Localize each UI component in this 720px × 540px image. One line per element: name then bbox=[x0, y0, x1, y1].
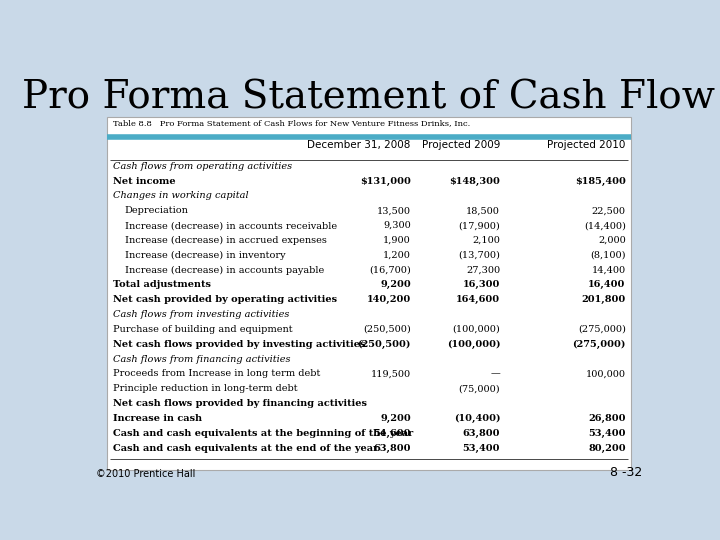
Text: 13,500: 13,500 bbox=[377, 206, 411, 215]
Text: (16,700): (16,700) bbox=[369, 266, 411, 274]
Text: Changes in working capital: Changes in working capital bbox=[114, 191, 249, 200]
Text: 16,400: 16,400 bbox=[588, 280, 626, 289]
Text: Increase (decrease) in accounts receivable: Increase (decrease) in accounts receivab… bbox=[125, 221, 337, 230]
Text: Net cash provided by operating activities: Net cash provided by operating activitie… bbox=[114, 295, 338, 304]
Text: Principle reduction in long-term debt: Principle reduction in long-term debt bbox=[114, 384, 298, 393]
Text: 164,600: 164,600 bbox=[456, 295, 500, 305]
Text: (250,500): (250,500) bbox=[357, 340, 411, 349]
Text: Increase in cash: Increase in cash bbox=[114, 414, 202, 423]
Text: 63,800: 63,800 bbox=[463, 429, 500, 438]
Text: 1,200: 1,200 bbox=[383, 251, 411, 260]
Text: (17,900): (17,900) bbox=[459, 221, 500, 230]
Text: $131,000: $131,000 bbox=[360, 177, 411, 186]
Text: Cash and cash equivalents at the end of the year: Cash and cash equivalents at the end of … bbox=[114, 444, 379, 453]
Text: Purchase of building and equipment: Purchase of building and equipment bbox=[114, 325, 293, 334]
Text: Increase (decrease) in accrued expenses: Increase (decrease) in accrued expenses bbox=[125, 236, 326, 245]
Text: 201,800: 201,800 bbox=[582, 295, 626, 305]
Text: (275,000): (275,000) bbox=[578, 325, 626, 334]
Text: (8,100): (8,100) bbox=[590, 251, 626, 260]
Text: Cash flows from operating activities: Cash flows from operating activities bbox=[114, 161, 292, 171]
Text: Cash and cash equivalents at the beginning of the year: Cash and cash equivalents at the beginni… bbox=[114, 429, 414, 438]
Text: 100,000: 100,000 bbox=[585, 369, 626, 379]
Text: 80,200: 80,200 bbox=[588, 444, 626, 453]
Text: (100,000): (100,000) bbox=[446, 340, 500, 349]
Text: 2,000: 2,000 bbox=[598, 236, 626, 245]
Text: 2,100: 2,100 bbox=[472, 236, 500, 245]
Text: Net income: Net income bbox=[114, 177, 176, 186]
Text: Total adjustments: Total adjustments bbox=[114, 280, 212, 289]
Text: Increase (decrease) in inventory: Increase (decrease) in inventory bbox=[125, 251, 285, 260]
Text: 63,800: 63,800 bbox=[374, 444, 411, 453]
Text: Projected 2010: Projected 2010 bbox=[547, 140, 626, 150]
Text: —: — bbox=[490, 369, 500, 379]
Text: 18,500: 18,500 bbox=[467, 206, 500, 215]
Text: Table 8.8   Pro Forma Statement of Cash Flows for New Venture Fitness Drinks, In: Table 8.8 Pro Forma Statement of Cash Fl… bbox=[114, 119, 471, 127]
FancyBboxPatch shape bbox=[107, 117, 631, 470]
Text: Cash flows from financing activities: Cash flows from financing activities bbox=[114, 355, 291, 363]
Text: 27,300: 27,300 bbox=[466, 266, 500, 274]
Text: (13,700): (13,700) bbox=[458, 251, 500, 260]
Text: 14,400: 14,400 bbox=[592, 266, 626, 274]
Text: Net cash flows provided by financing activities: Net cash flows provided by financing act… bbox=[114, 399, 367, 408]
Text: Cash flows from investing activities: Cash flows from investing activities bbox=[114, 310, 290, 319]
Text: Increase (decrease) in accounts payable: Increase (decrease) in accounts payable bbox=[125, 266, 324, 275]
Text: ©2010 Prentice Hall: ©2010 Prentice Hall bbox=[96, 469, 195, 478]
Text: $148,300: $148,300 bbox=[449, 177, 500, 186]
Text: 9,300: 9,300 bbox=[383, 221, 411, 230]
Text: Projected 2009: Projected 2009 bbox=[422, 140, 500, 150]
Text: Pro Forma Statement of Cash Flow: Pro Forma Statement of Cash Flow bbox=[22, 79, 716, 116]
Text: Depreciation: Depreciation bbox=[125, 206, 189, 215]
Text: 54,600: 54,600 bbox=[374, 429, 411, 438]
Text: (75,000): (75,000) bbox=[459, 384, 500, 393]
Text: 9,200: 9,200 bbox=[380, 414, 411, 423]
Text: (100,000): (100,000) bbox=[452, 325, 500, 334]
Text: Proceeds from Increase in long term debt: Proceeds from Increase in long term debt bbox=[114, 369, 321, 379]
Text: 16,300: 16,300 bbox=[463, 280, 500, 289]
Text: $185,400: $185,400 bbox=[575, 177, 626, 186]
Text: Net cash flows provided by investing activities: Net cash flows provided by investing act… bbox=[114, 340, 366, 349]
Text: 1,900: 1,900 bbox=[383, 236, 411, 245]
Text: 22,500: 22,500 bbox=[592, 206, 626, 215]
Text: (10,400): (10,400) bbox=[454, 414, 500, 423]
Text: December 31, 2008: December 31, 2008 bbox=[307, 140, 411, 150]
Text: 53,400: 53,400 bbox=[463, 444, 500, 453]
Text: 119,500: 119,500 bbox=[371, 369, 411, 379]
Text: 53,400: 53,400 bbox=[588, 429, 626, 438]
Text: (275,000): (275,000) bbox=[572, 340, 626, 349]
Text: 8 -32: 8 -32 bbox=[610, 465, 642, 478]
Text: 140,200: 140,200 bbox=[366, 295, 411, 305]
Text: (14,400): (14,400) bbox=[584, 221, 626, 230]
Text: 26,800: 26,800 bbox=[588, 414, 626, 423]
Text: (250,500): (250,500) bbox=[363, 325, 411, 334]
Text: 9,200: 9,200 bbox=[380, 280, 411, 289]
